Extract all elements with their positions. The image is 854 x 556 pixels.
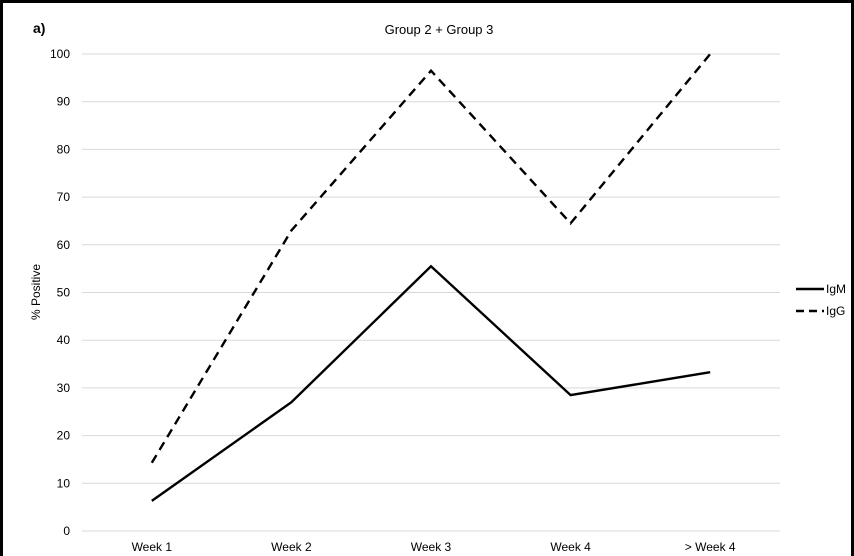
legend-label-igg: IgG [826, 304, 845, 318]
y-axis-ticks: 0 10 20 30 40 50 60 70 80 90 100 [50, 47, 70, 538]
legend-label-igm: IgM [826, 282, 846, 296]
series-line-igm [151, 264, 711, 502]
series-line-igg [150, 53, 712, 464]
x-axis-ticks: Week 1 Week 2 Week 3 Week 4 > Week 4 [132, 540, 736, 554]
y-tick-label: 100 [50, 47, 70, 61]
y-tick-label: 40 [57, 333, 71, 347]
x-tick-label: > Week 4 [685, 540, 736, 554]
x-tick-label: Week 1 [132, 540, 173, 554]
x-tick-label: Week 4 [550, 540, 591, 554]
y-tick-label: 20 [57, 429, 71, 443]
y-tick-label: 80 [57, 142, 71, 156]
x-tick-label: Week 2 [271, 540, 312, 554]
y-tick-label: 30 [57, 381, 71, 395]
panel-label: a) [33, 20, 45, 36]
chart-title: Group 2 + Group 3 [385, 22, 494, 37]
y-tick-label: 50 [57, 286, 71, 300]
y-axis-label: % Positive [29, 264, 43, 320]
grid [82, 53, 780, 532]
x-tick-label: Week 3 [411, 540, 452, 554]
series-lines [150, 53, 712, 502]
y-tick-label: 70 [57, 190, 71, 204]
y-tick-label: 90 [57, 95, 71, 109]
y-tick-label: 10 [57, 476, 71, 490]
legend: IgM IgG [796, 282, 846, 318]
y-tick-label: 60 [57, 238, 71, 252]
y-tick-label: 0 [63, 524, 70, 538]
